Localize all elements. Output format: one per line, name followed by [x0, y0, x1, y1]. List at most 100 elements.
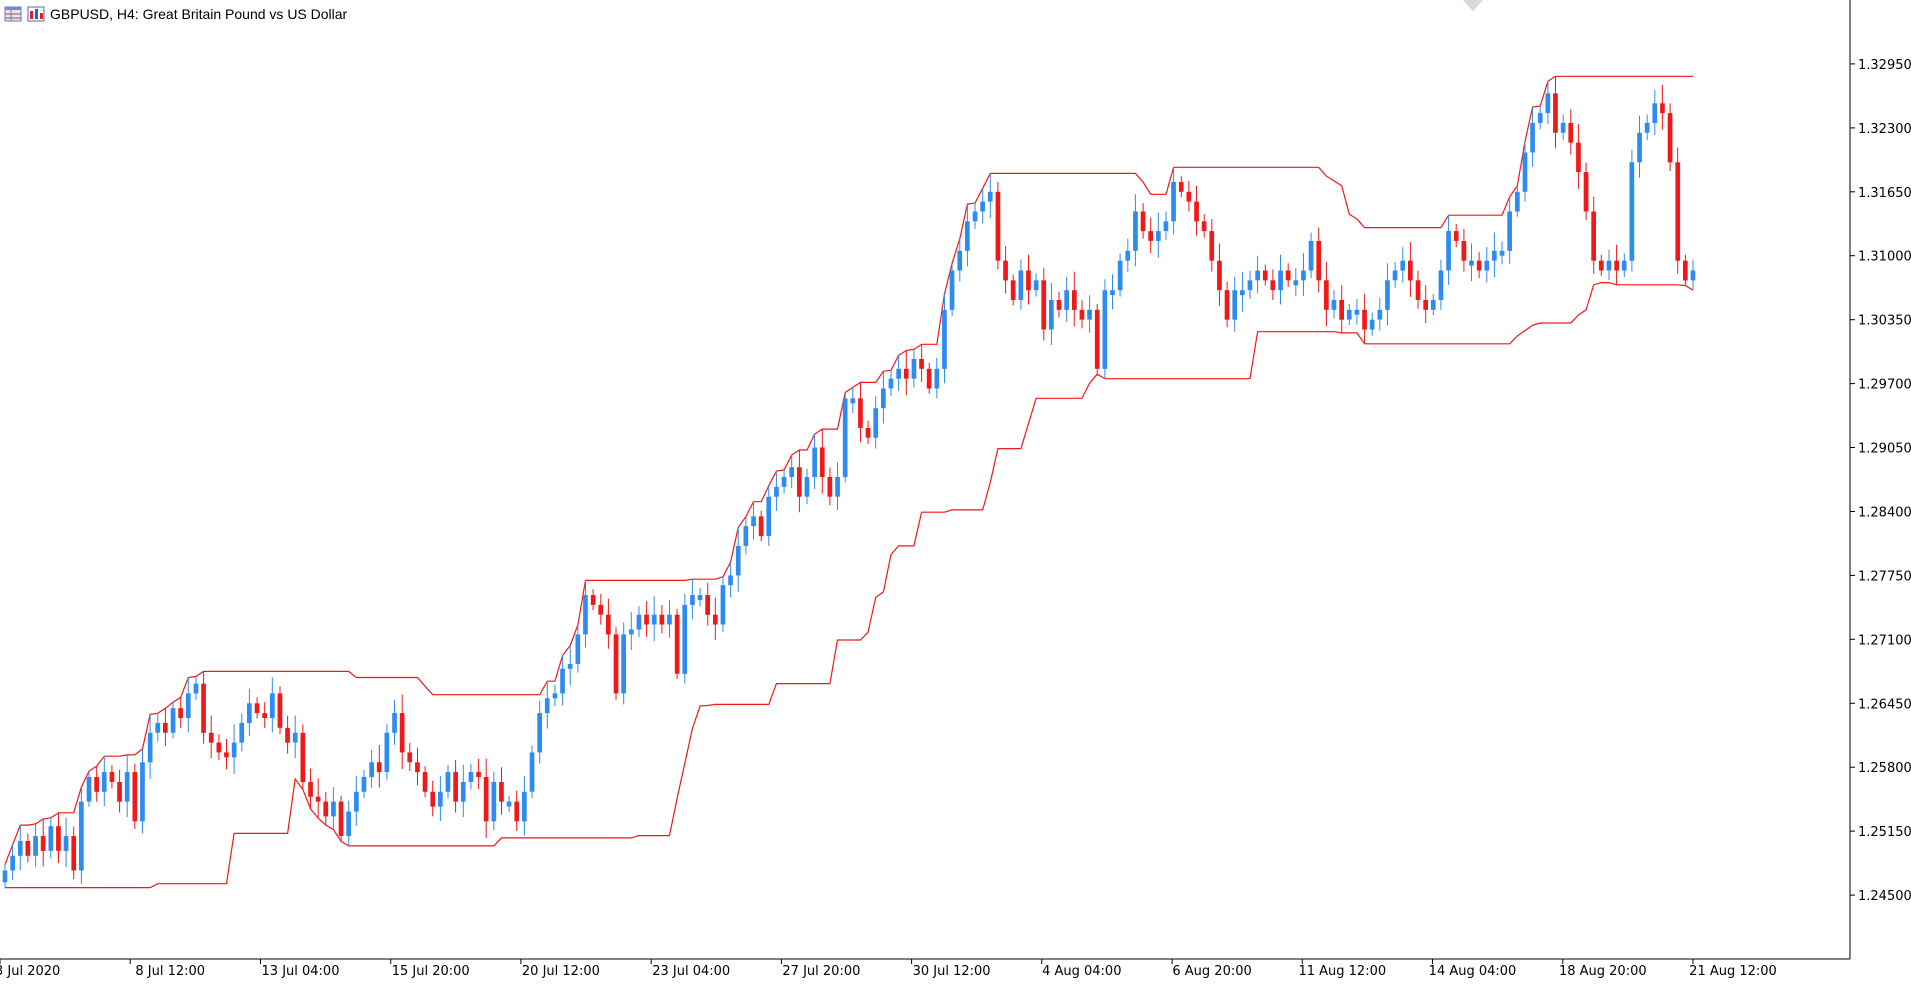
candle — [797, 450, 802, 513]
candle-body — [369, 762, 374, 778]
candle-body — [109, 772, 115, 782]
candle-body — [1530, 122, 1535, 153]
candle-body — [1018, 270, 1024, 300]
candle — [193, 676, 199, 700]
candle — [1278, 254, 1283, 305]
candle — [957, 238, 963, 282]
candle-body — [682, 604, 688, 674]
candle — [17, 825, 23, 870]
candle-body — [987, 191, 993, 202]
candle — [651, 596, 657, 642]
candle-body — [636, 614, 642, 630]
candle-body — [621, 634, 626, 694]
candle — [292, 715, 298, 759]
candle-body — [1560, 122, 1566, 133]
candle — [399, 694, 405, 769]
candle-body — [1003, 260, 1008, 281]
candle-body — [888, 378, 894, 389]
candle-body — [919, 359, 924, 369]
candle — [1308, 232, 1314, 279]
candle — [1102, 279, 1108, 379]
candle — [743, 516, 749, 555]
candle-body — [147, 732, 153, 763]
candle — [1652, 89, 1658, 135]
candle-body — [1583, 172, 1589, 212]
candle-body — [254, 703, 260, 714]
candle-body — [1217, 260, 1222, 291]
candle-body — [713, 614, 718, 625]
candle-body — [1621, 260, 1627, 271]
candle — [40, 818, 46, 867]
candle — [980, 188, 985, 224]
candle-body — [804, 477, 810, 497]
candle-body — [239, 722, 245, 743]
x-tick-label: 21 Aug 12:00 — [1689, 964, 1777, 979]
candle — [1507, 196, 1512, 264]
candle-body — [438, 791, 443, 807]
candle — [1568, 109, 1574, 155]
candle-series — [2, 76, 1696, 888]
candle — [1446, 215, 1451, 285]
candle — [697, 587, 703, 607]
candle-body — [1675, 162, 1681, 261]
candle-body — [193, 683, 199, 694]
candle — [1247, 270, 1253, 299]
candle-body — [651, 614, 657, 625]
chart-shift-marker — [1463, 0, 1483, 11]
candle — [331, 787, 336, 830]
candle-body — [1094, 309, 1100, 369]
candle-body — [995, 191, 1001, 261]
candle — [315, 778, 321, 819]
candle-body — [384, 732, 390, 773]
candle — [804, 468, 810, 505]
candle-body — [40, 836, 46, 851]
candle — [865, 420, 871, 445]
y-tick-label: 1.25150 — [1858, 825, 1911, 840]
candle — [1316, 227, 1322, 293]
candle-body — [697, 595, 703, 600]
candle-body — [1324, 280, 1329, 310]
chart-window-icon[interactable] — [27, 6, 45, 22]
candle-body — [56, 826, 61, 851]
candle-body — [1446, 231, 1451, 271]
candle-body — [1087, 309, 1092, 320]
x-tick-label: 27 Jul 20:00 — [782, 964, 860, 979]
candle — [812, 434, 817, 490]
candle-body — [1568, 122, 1574, 143]
x-tick-label: 13 Jul 04:00 — [262, 964, 340, 979]
candle — [1515, 185, 1520, 217]
candle — [1469, 243, 1474, 281]
candle — [231, 724, 237, 774]
candle — [178, 697, 183, 728]
channel-lower-line — [5, 282, 1694, 889]
candle — [567, 645, 573, 686]
candle — [667, 600, 672, 638]
candle — [1301, 253, 1306, 296]
y-tick-label: 1.31000 — [1858, 250, 1911, 265]
candle-body — [1308, 241, 1314, 271]
candle-body — [674, 614, 680, 674]
candle — [476, 758, 481, 790]
candle — [109, 765, 115, 789]
candle — [758, 510, 764, 542]
candle — [1476, 252, 1482, 279]
candle — [1285, 263, 1291, 287]
candle-body — [453, 772, 458, 802]
candle — [552, 685, 558, 706]
candle — [1675, 147, 1681, 274]
candle-body — [117, 782, 122, 802]
candle-body — [1270, 280, 1276, 291]
candle-body — [1461, 241, 1467, 261]
chart-header: GBPUSD, H4: Great Britain Pound vs US Do… — [4, 4, 347, 24]
candle — [575, 624, 581, 673]
candle-body — [858, 398, 863, 428]
candle — [1117, 253, 1123, 297]
candle-body — [1377, 309, 1383, 320]
candle-body — [926, 368, 932, 389]
candle-body — [896, 368, 901, 379]
candle — [1156, 212, 1161, 258]
table-icon[interactable] — [4, 6, 22, 22]
candle — [1484, 247, 1490, 283]
